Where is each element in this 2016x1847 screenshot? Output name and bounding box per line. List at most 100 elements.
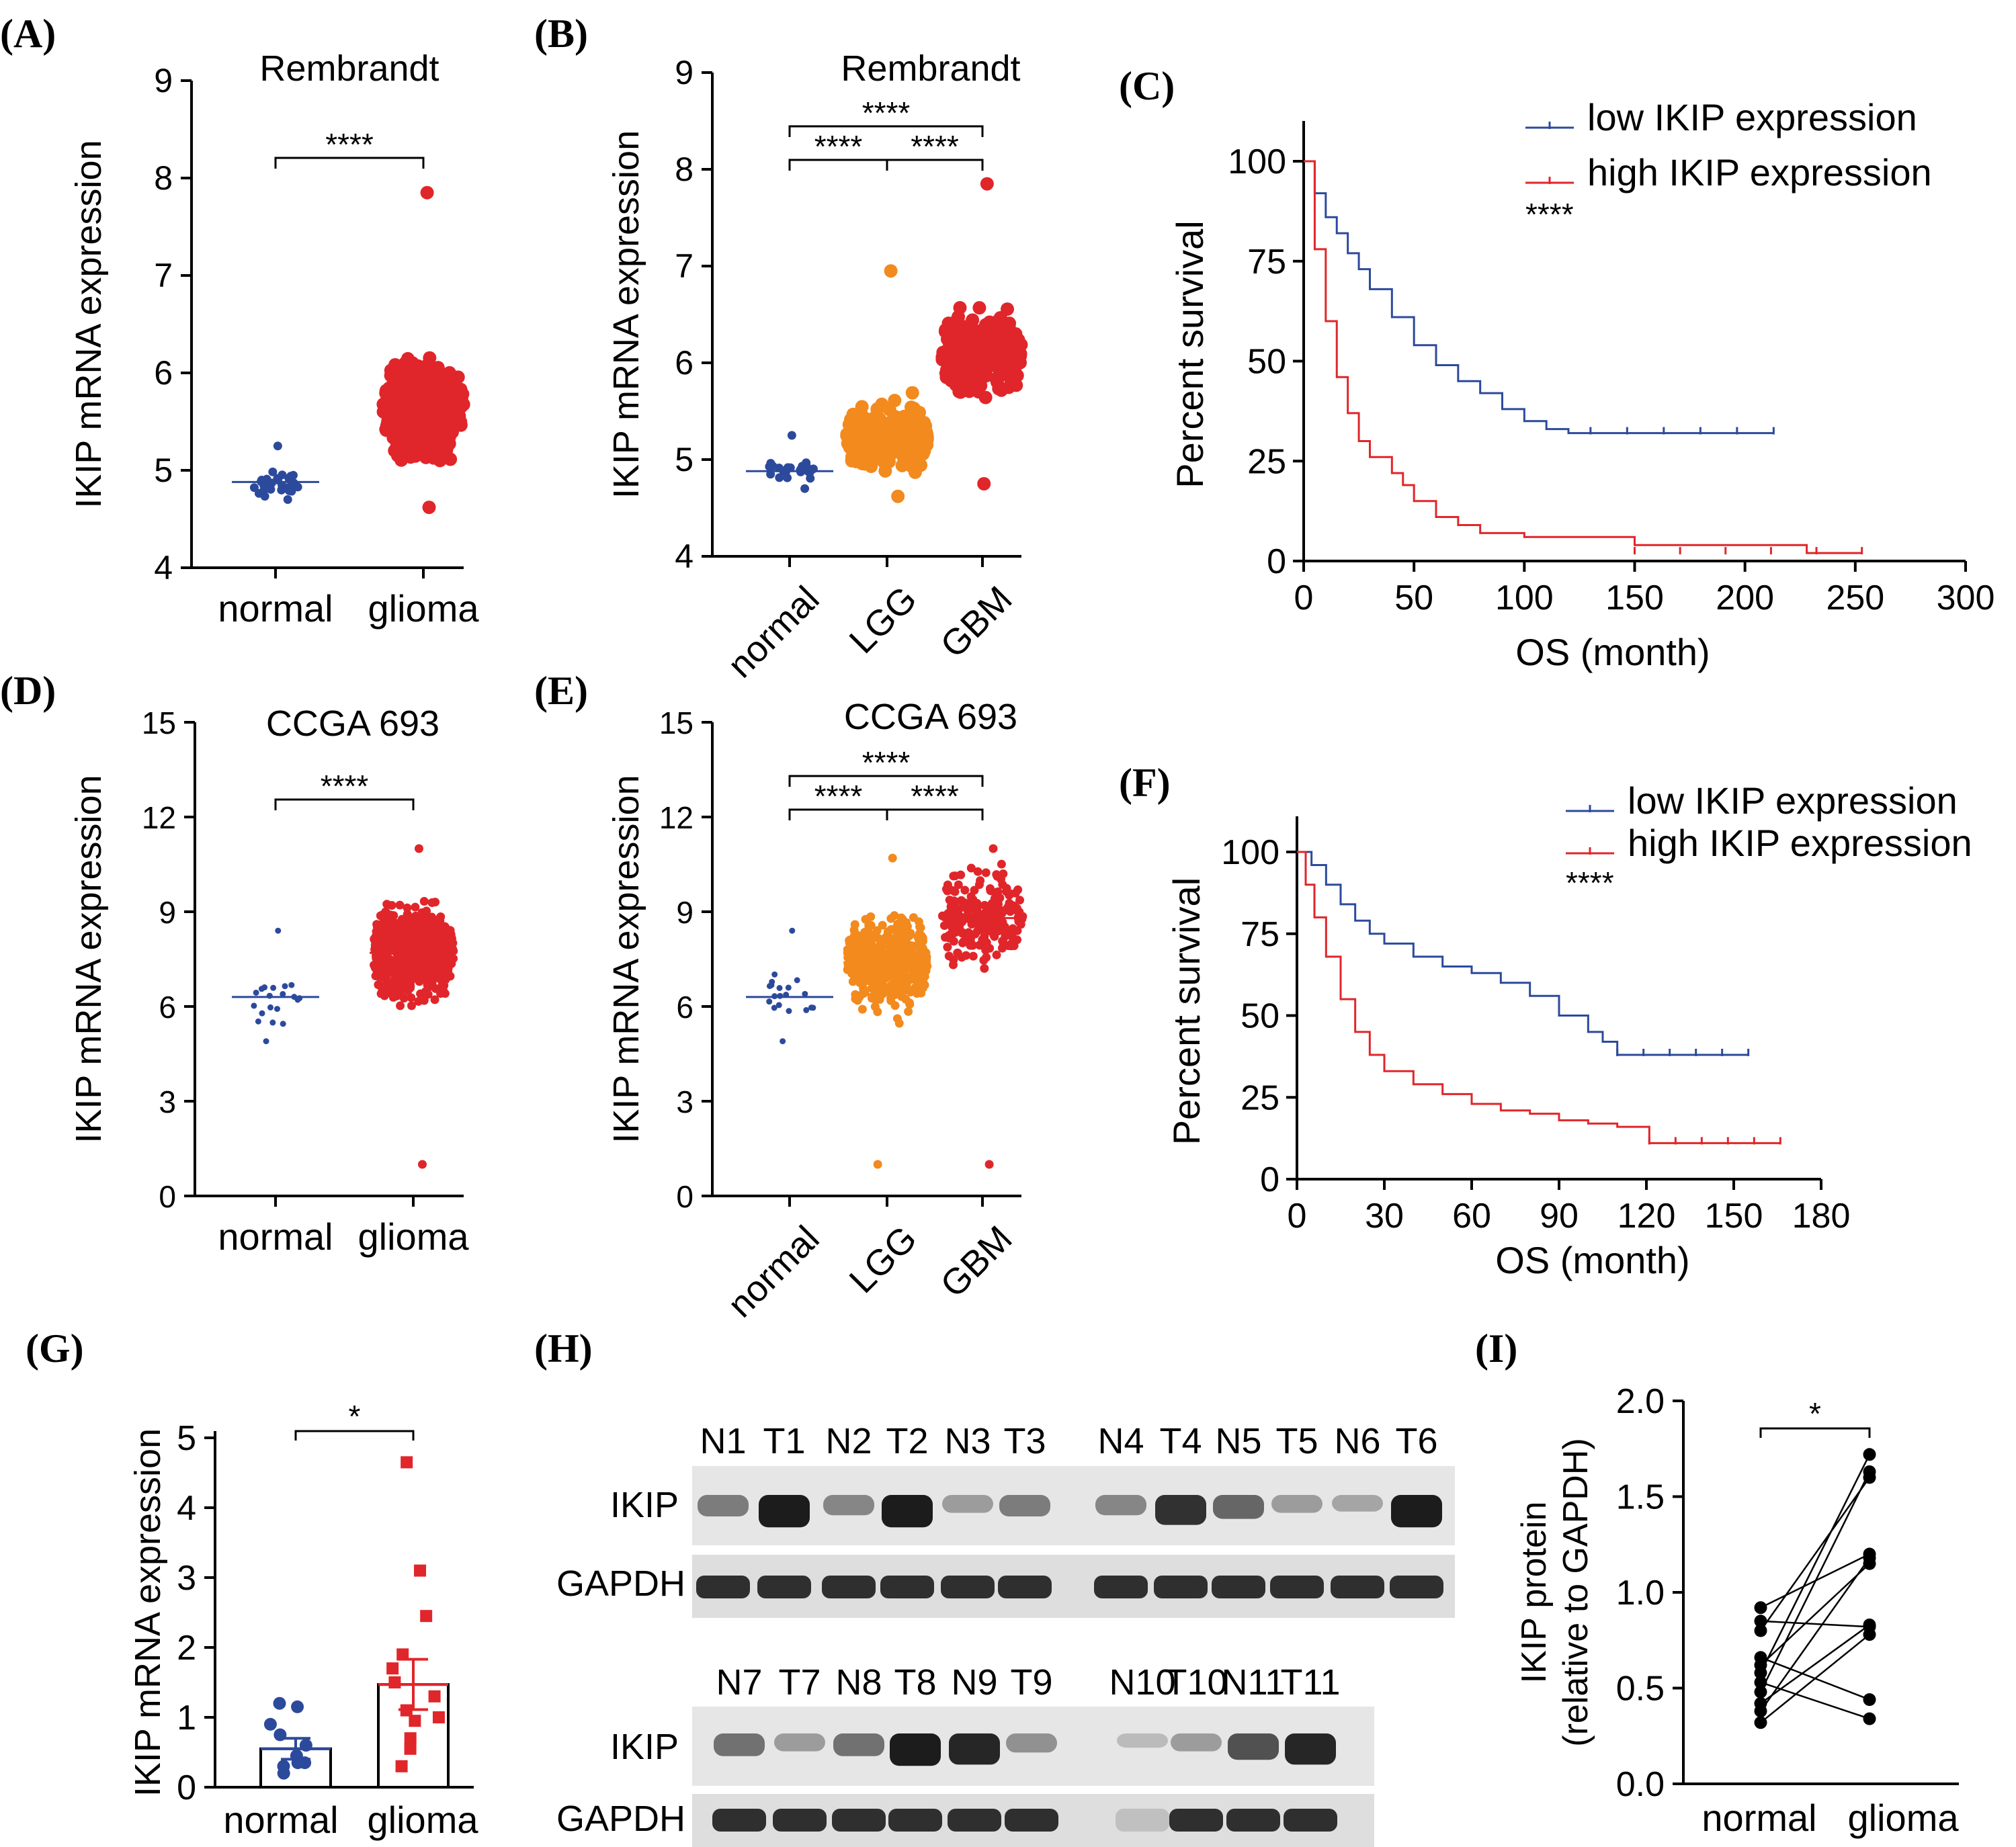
band-gapdh-T8 [888,1809,942,1832]
data-point-LGG [861,914,870,924]
x-tick-label: glioma [358,1215,470,1258]
data-point-normal [1754,1685,1767,1699]
data-point-glioma [395,965,405,975]
data-point-LGG [905,386,919,400]
data-point-glioma [419,957,429,966]
significance-label: **** [814,779,863,814]
lane-label-N11: N11 [1221,1662,1285,1703]
data-point-GBM [1014,917,1023,927]
band-gapdh-N7 [712,1809,766,1832]
band-gapdh-N1 [696,1576,750,1598]
data-point-GBM [971,906,980,915]
data-point-normal [270,984,277,991]
y-axis-label: IKIP mRNA expression [69,140,109,508]
data-point-normal [288,982,295,988]
data-point-glioma [395,1760,408,1772]
data-point-glioma [422,501,436,515]
band-ikip-N11 [1228,1733,1279,1760]
band-ikip-T1 [759,1495,810,1528]
data-point-LGG [847,947,856,956]
y-tick-label: 75 [1241,915,1279,954]
lane-label-T8: T8 [894,1662,936,1703]
data-point-LGG [850,920,859,929]
significance-bracket [788,775,984,787]
data-point-normal [294,996,301,1003]
data-point-GBM [935,353,950,367]
y-tick-label: 25 [1241,1078,1279,1117]
data-point-LGG [870,413,884,427]
data-point-LGG [913,405,927,419]
band-ikip-N9 [949,1733,1000,1765]
pair-line [1760,1656,1870,1701]
blot-bottom-ikip-label: IKIP [610,1727,679,1767]
data-point-LGG [855,400,869,414]
chart-title: Rembrandt [259,48,439,89]
data-point-glioma [401,982,411,991]
data-point-normal [771,1004,778,1011]
data-point-GBM [995,383,1009,397]
band-ikip-N4 [1095,1495,1146,1516]
data-point-normal [286,476,296,485]
lane-label-T5: T5 [1275,1421,1318,1461]
significance-label: **** [325,127,374,162]
data-point-GBM [966,361,980,375]
data-point-glioma [439,427,454,441]
y-tick-label: 0 [676,1179,694,1214]
data-point-glioma [1863,1547,1876,1561]
data-point-LGG [907,941,917,951]
data-point-glioma [382,972,391,982]
data-point-LGG [901,425,915,439]
data-point-LGG [873,1160,882,1169]
data-point-glioma [401,945,411,954]
band-ikip-T10 [1171,1733,1222,1752]
data-point-glioma [430,995,439,1004]
y-tick-label: 5 [675,441,694,478]
data-point-normal [785,984,792,991]
lane-label-N2: N2 [825,1421,872,1461]
data-point-LGG [898,952,908,961]
data-point-glioma [420,388,434,402]
y-axis-label: IKIP mRNA expression [128,1428,168,1797]
data-point-LGG [899,945,909,954]
x-tick-label: 200 [1716,578,1774,617]
data-point-LGG [854,943,864,953]
data-point-glioma [404,1742,417,1755]
y-tick-label: 0 [1260,1160,1279,1199]
band-gapdh-T10 [1169,1809,1223,1832]
data-point-normal [259,486,268,496]
data-point-glioma [408,430,422,444]
band-gapdh-T4 [1154,1576,1208,1598]
data-point-normal [274,1728,287,1742]
data-point-normal [253,989,259,996]
data-point-LGG [898,927,907,936]
significance-bracket [886,159,984,171]
data-point-LGG [887,409,901,423]
data-point-LGG [890,911,899,920]
data-point-GBM [972,385,986,399]
data-point-LGG [899,936,909,945]
data-point-GBM [1015,896,1025,905]
pair-line [1759,1454,1871,1674]
x-tick-label: 50 [1394,578,1433,617]
y-tick-label: 15 [142,705,176,740]
data-point-normal [777,992,784,999]
data-point-glioma [390,433,405,447]
lane-label-N8: N8 [835,1662,882,1703]
x-tick-label: 100 [1495,578,1554,617]
data-point-LGG [878,972,887,982]
data-point-normal [267,1004,274,1011]
western-blot: N1 T1 N2 T2 N3 T3 N4 T4 N5 T5 N6 T6 IKIP GAPDH N7 T7… [556,1421,1455,1847]
x-tick-label: 0 [1288,1197,1307,1236]
data-point-LGG [878,920,887,930]
data-point-normal [274,1006,280,1013]
significance-bracket [1759,1427,1871,1438]
lane-label-T3: T3 [1003,1421,1046,1461]
data-point-LGG [851,990,860,999]
data-point-LGG [864,937,873,946]
data-point-glioma [433,416,447,430]
y-tick-label: 0 [159,1179,176,1214]
data-point-glioma [414,996,423,1006]
band-ikip-N2 [823,1495,874,1516]
band-gapdh-T5 [1270,1576,1324,1598]
band-gapdh-T7 [773,1809,827,1832]
